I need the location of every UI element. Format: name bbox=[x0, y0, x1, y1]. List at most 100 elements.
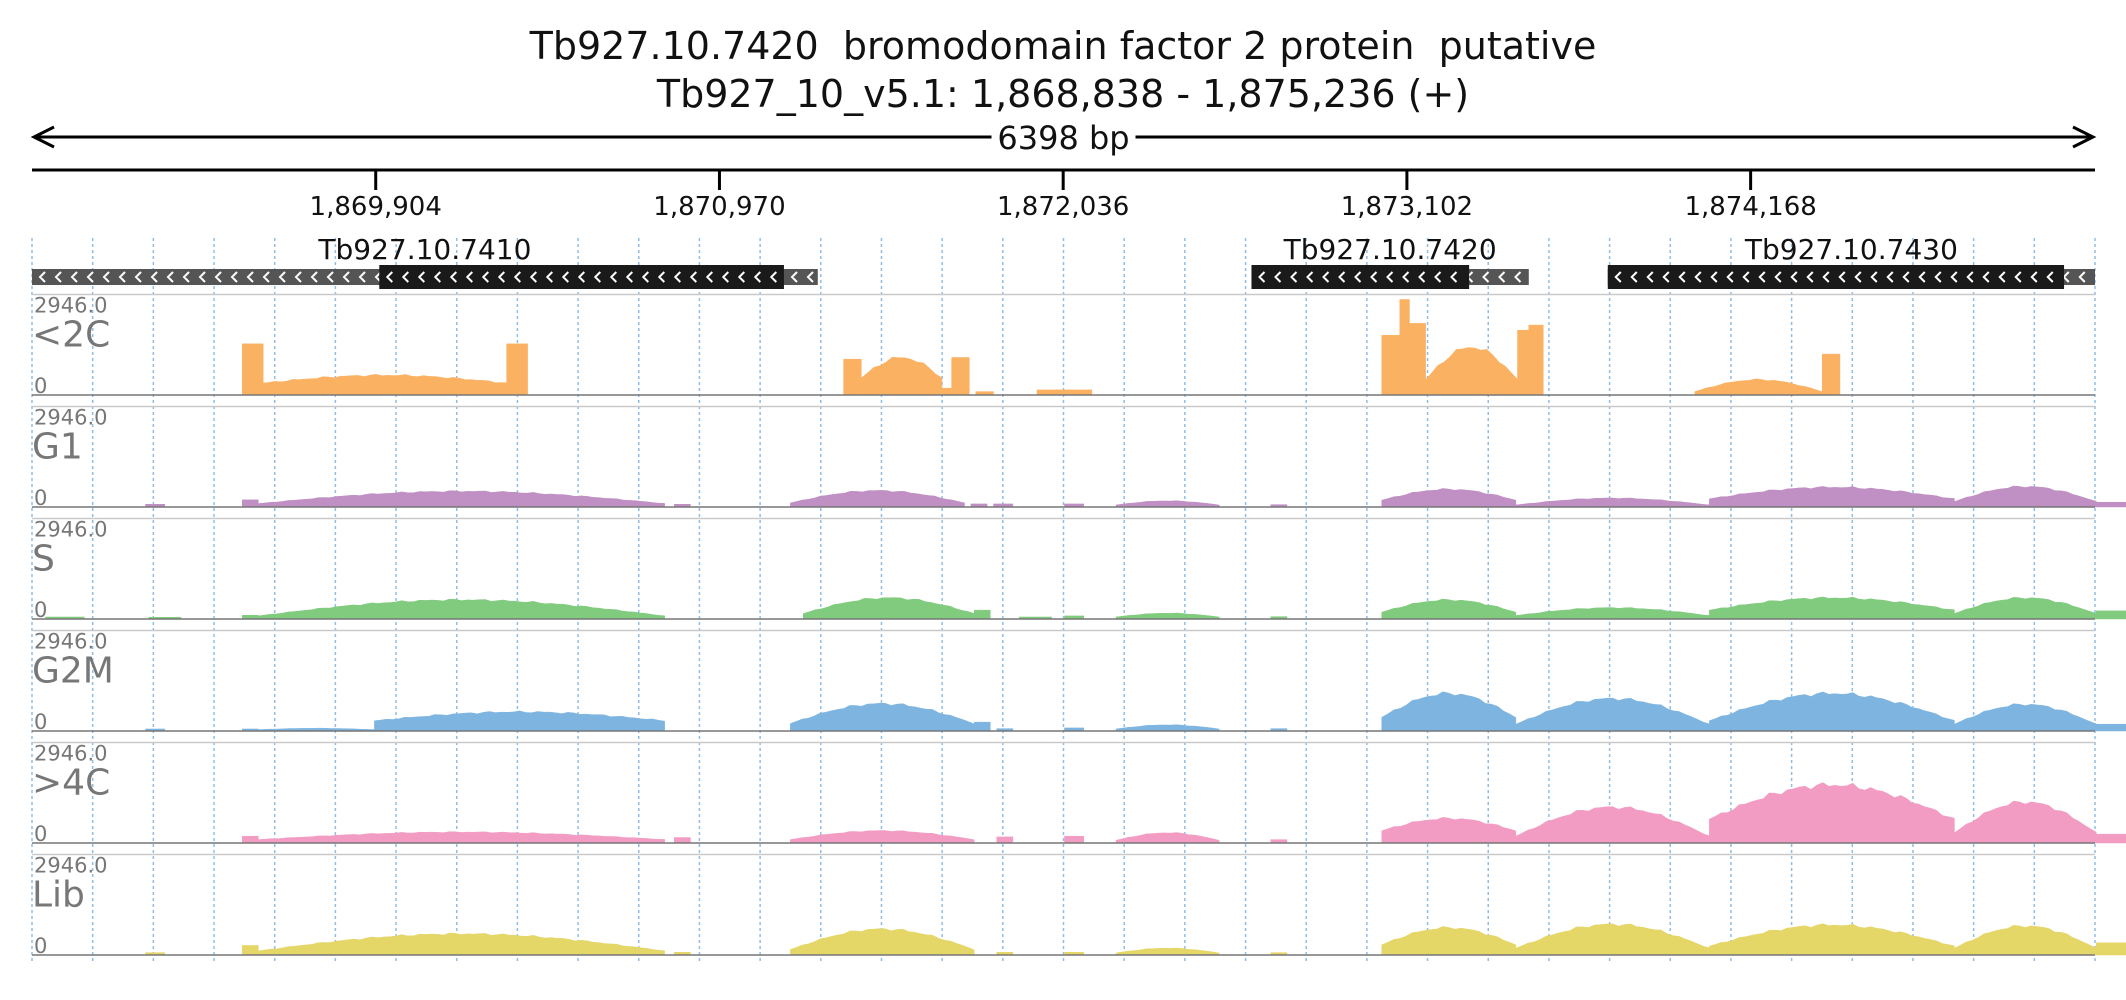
coverage-segment bbox=[1954, 597, 2097, 620]
coverage-segment bbox=[1517, 329, 1530, 396]
coverage-segment bbox=[1115, 612, 1220, 620]
coverage-segment bbox=[1399, 299, 1410, 396]
chart-subtitle: Tb927_10_v5.1: 1,868,838 - 1,875,236 (+) bbox=[656, 72, 1470, 116]
coverage-segment bbox=[241, 835, 259, 844]
coverage-segment bbox=[1954, 925, 2097, 956]
coverage-segment bbox=[258, 932, 665, 956]
track-ymax-label: 2946.0 bbox=[34, 406, 107, 430]
coverage-segment bbox=[1036, 389, 1093, 396]
coverage-segment bbox=[1409, 323, 1426, 396]
coverage-segment bbox=[2096, 942, 2126, 956]
scale-tick-label: 1,870,970 bbox=[653, 192, 785, 222]
strand-chevrons bbox=[1258, 271, 1458, 283]
coverage-segment bbox=[1381, 926, 1517, 956]
coverage-segment bbox=[258, 598, 665, 620]
coverage-segment bbox=[1709, 486, 1955, 508]
coverage-segment bbox=[258, 831, 665, 844]
coverage-segment bbox=[1954, 703, 2097, 732]
coverage-segment bbox=[1954, 800, 2097, 844]
coverage-segment bbox=[790, 928, 975, 956]
scale-tick-label: 1,873,102 bbox=[1341, 192, 1473, 222]
coverage-segment bbox=[1425, 347, 1518, 396]
track-ymin-label: 0 bbox=[34, 374, 47, 398]
span-label-bg bbox=[991, 117, 1136, 157]
span-arrow-right-head bbox=[2072, 125, 2097, 149]
track-ymin-label: 0 bbox=[34, 486, 47, 510]
coverage-segment bbox=[843, 358, 862, 396]
span-label: 6398 bp bbox=[997, 119, 1129, 157]
coverage-segment bbox=[1381, 817, 1517, 844]
coverage-segment bbox=[1515, 607, 1710, 620]
coverage-segment bbox=[1709, 782, 1955, 844]
scale-tick-label: 1,869,904 bbox=[310, 192, 442, 222]
coverage-segment bbox=[241, 945, 259, 956]
scale-tick-label: 1,874,168 bbox=[1684, 192, 1816, 222]
track-ymax-label: 2946.0 bbox=[34, 518, 107, 542]
strand-chevrons bbox=[385, 271, 777, 283]
track-name: G2M bbox=[32, 651, 114, 692]
track-name: S bbox=[32, 539, 55, 580]
coverage-segment bbox=[241, 499, 259, 508]
coverage-segment bbox=[1381, 598, 1517, 620]
gene-label: Tb927.10.7420 bbox=[1283, 233, 1497, 266]
coverage-segment bbox=[374, 710, 665, 732]
track-name: <2C bbox=[32, 315, 110, 356]
coverage-segment bbox=[790, 703, 975, 732]
track-name: G1 bbox=[32, 427, 83, 468]
coverage-segment bbox=[1954, 485, 2097, 508]
track-ymin-label: 0 bbox=[34, 822, 47, 846]
coverage-segment bbox=[1381, 691, 1517, 732]
coverage-segment bbox=[1381, 488, 1517, 508]
coverage-segment bbox=[1381, 335, 1401, 396]
coverage-segment bbox=[262, 374, 507, 396]
coverage-segment bbox=[1515, 697, 1710, 732]
track-ymin-label: 0 bbox=[34, 598, 47, 622]
coverage-segment bbox=[1694, 378, 1823, 396]
gene-cds bbox=[379, 265, 784, 289]
coverage-segment bbox=[674, 837, 691, 844]
track-ymax-label: 2946.0 bbox=[34, 630, 107, 654]
coverage-segment bbox=[1515, 923, 1710, 956]
coverage-segment bbox=[1115, 724, 1220, 732]
coverage-segment bbox=[1709, 596, 1955, 620]
coverage-segment bbox=[1515, 806, 1710, 844]
coverage-segment bbox=[973, 609, 991, 620]
chart-title: Tb927.10.7420 bromodomain factor 2 prote… bbox=[529, 24, 1597, 68]
coverage-segment bbox=[2096, 833, 2126, 844]
coverage-segment bbox=[1709, 691, 1955, 732]
gene-cds bbox=[1607, 265, 2065, 289]
track-ymax-label: 2946.0 bbox=[34, 854, 107, 878]
coverage-segment bbox=[2096, 723, 2126, 732]
coverage-segment bbox=[861, 356, 943, 396]
track-ymax-label: 2946.0 bbox=[34, 742, 107, 766]
coverage-segment bbox=[258, 490, 665, 508]
track-ymin-label: 0 bbox=[34, 934, 47, 958]
gene-cds bbox=[1251, 265, 1470, 289]
coverage-segment bbox=[973, 721, 991, 732]
coverage-segment bbox=[506, 343, 528, 396]
scale-tick-label: 1,872,036 bbox=[997, 192, 1129, 222]
track-name: >4C bbox=[32, 763, 110, 804]
coverage-segment bbox=[1709, 923, 1955, 956]
coverage-segment bbox=[1115, 500, 1220, 508]
span-arrow-left-head bbox=[30, 125, 55, 149]
coverage-segment bbox=[790, 830, 975, 844]
coverage-segment bbox=[951, 357, 970, 396]
coverage-segment bbox=[996, 836, 1014, 844]
gene-label: Tb927.10.7430 bbox=[1744, 233, 1958, 266]
coverage-segment bbox=[2096, 501, 2126, 508]
coverage-segment bbox=[241, 343, 264, 396]
coverage-segment bbox=[803, 597, 975, 620]
coverage-segment bbox=[1821, 353, 1841, 396]
coverage-segment bbox=[1515, 497, 1710, 508]
coverage-segment bbox=[941, 387, 952, 396]
strand-chevrons bbox=[1614, 271, 2054, 283]
coverage-segment bbox=[1115, 832, 1220, 844]
track-ymin-label: 0 bbox=[34, 710, 47, 734]
track-ymax-label: 2946.0 bbox=[34, 294, 107, 318]
coverage-segment bbox=[790, 490, 965, 508]
coverage-segment bbox=[1115, 947, 1220, 956]
coverage-segment bbox=[2096, 610, 2126, 620]
gene-label: Tb927.10.7410 bbox=[317, 233, 531, 266]
